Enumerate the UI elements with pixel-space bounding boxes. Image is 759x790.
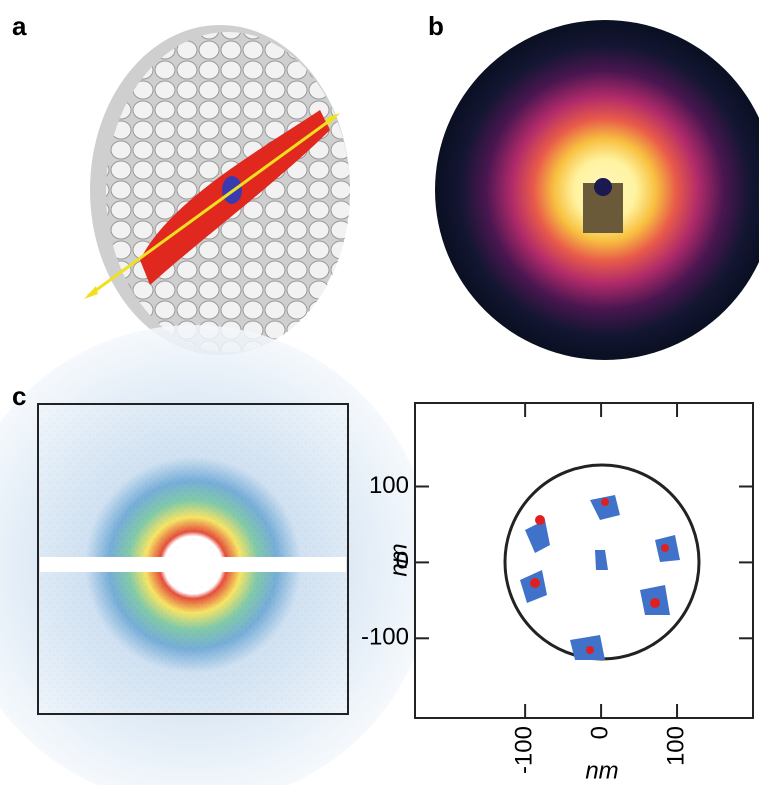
x-axis-label: nm [585, 757, 618, 784]
y-tick-label: 0 [396, 548, 409, 575]
y-axis-label: nm [385, 543, 412, 576]
y-tick-label: -100 [361, 624, 409, 651]
panel-a-image [84, 25, 350, 355]
y-tick-label: 100 [369, 472, 409, 499]
panel-label: a [12, 11, 27, 41]
x-tick-label: 0 [586, 726, 613, 739]
panel-c-image [0, 325, 433, 785]
x-tick-label: -100 [510, 726, 537, 774]
panel-label: b [428, 11, 444, 41]
x-tick-label: 100 [662, 726, 689, 766]
panel-label: c [12, 381, 26, 411]
panel-b-image [435, 20, 759, 360]
plot-image [503, 463, 701, 661]
